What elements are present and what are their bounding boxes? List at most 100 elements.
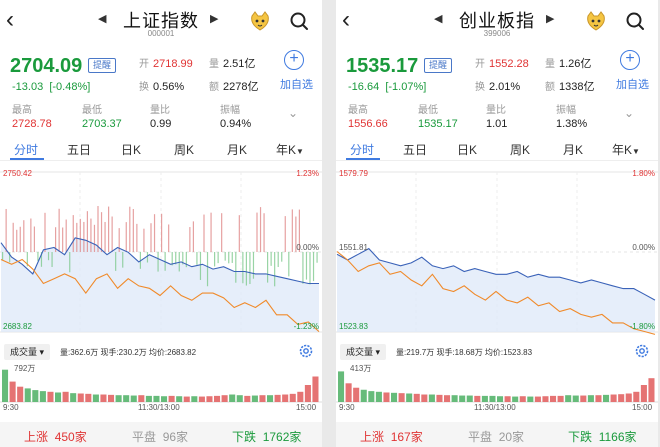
add-watchlist-label[interactable]: 加自选 [616, 79, 649, 91]
pet-icon[interactable] [248, 10, 272, 32]
remind-button[interactable]: 提醒 [424, 58, 453, 73]
volume-bar [338, 371, 345, 402]
average-line [336, 251, 656, 335]
tab-intraday[interactable]: 分时 [350, 143, 375, 157]
ratio-label: 量比 [486, 105, 506, 116]
volume-info: 量:219.7万 现手:18.68万 均价:1523.83 [396, 348, 533, 357]
volume-bar [39, 391, 46, 402]
volume-bar [198, 396, 205, 402]
tab-five-day[interactable]: 五日 [403, 143, 428, 157]
change-value: -16.64 [-1.07%] [348, 81, 427, 93]
tab-five-day[interactable]: 五日 [67, 143, 92, 157]
current-price: 2704.09 [10, 55, 83, 77]
volume-bar [17, 386, 24, 402]
volume-type-select[interactable]: 成交量 ▾ [4, 344, 51, 360]
active-tab-indicator [10, 158, 44, 160]
add-watchlist-icon[interactable]: + [284, 50, 304, 70]
stock-code: 000001 [147, 29, 175, 38]
tab-monthly-k[interactable]: 月K [227, 143, 248, 157]
volume-bar [312, 376, 319, 402]
low-label: 最低 [418, 105, 438, 116]
volume-bar [580, 395, 587, 402]
volume-bar [183, 396, 190, 402]
high-label: 最高 [348, 105, 368, 116]
volume-bar [459, 395, 466, 402]
volume-bar [62, 391, 69, 402]
tab-weekly-k[interactable]: 周K [510, 143, 531, 157]
time-end: 15:00 [296, 403, 317, 412]
volume-bar [398, 393, 405, 402]
prev-stock-icon[interactable]: ◀ [434, 13, 443, 25]
volume-bar [115, 395, 122, 402]
caret-down-icon: ▼ [632, 147, 640, 156]
header: ‹ ◀ 上证指数 000001 ▶ [0, 0, 322, 44]
intraday-chart[interactable]: 1579.79 1.80% 1551.81 0.00% 1523.83 -1.80% [336, 164, 658, 340]
tab-monthly-k[interactable]: 月K [563, 143, 584, 157]
volume-bar [550, 395, 557, 402]
volume-bar [368, 391, 375, 402]
low-value: 1535.17 [418, 118, 458, 130]
volume-toolbar: 成交量 ▾ 量:219.7万 现手:18.68万 均价:1523.83 [336, 340, 658, 362]
remind-button[interactable]: 提醒 [88, 58, 117, 73]
decliners: 下跌 1166家 [568, 430, 637, 444]
gear-icon[interactable] [298, 343, 314, 359]
market-breadth: 上涨 450家 平盘 96家 下跌 1762家 [0, 422, 322, 447]
volume-bar [648, 378, 655, 402]
tab-intraday[interactable]: 分时 [14, 143, 39, 157]
volume-bar [375, 391, 382, 402]
volume-bar [229, 394, 236, 402]
pct-mid-label: 0.00% [632, 243, 655, 252]
advancers: 上涨 450家 [24, 430, 87, 444]
next-stock-icon[interactable]: ▶ [546, 13, 555, 25]
add-watchlist-label[interactable]: 加自选 [280, 79, 313, 91]
open-item: 开 2718.99 [139, 58, 193, 70]
price-line [0, 237, 319, 285]
search-icon[interactable] [624, 10, 646, 32]
volume-max-label: 792万 [14, 364, 35, 373]
volume-bar [603, 394, 610, 402]
volume-bar [221, 395, 228, 402]
chevron-down-icon[interactable]: ⌄ [624, 106, 635, 120]
search-icon[interactable] [288, 10, 310, 32]
volume-bar [304, 385, 311, 402]
low-value: 2703.37 [82, 118, 122, 130]
unchanged: 平盘 96家 [132, 430, 189, 444]
advancers: 上涨 167家 [360, 430, 423, 444]
volume-bar [451, 395, 458, 402]
volume-bar [474, 395, 481, 402]
volume-type-select[interactable]: 成交量 ▾ [340, 344, 387, 360]
add-watchlist-icon[interactable]: + [620, 50, 640, 70]
volume-bar [130, 395, 137, 402]
volume-max-label: 413万 [350, 364, 371, 373]
flow-bars [2, 206, 318, 287]
volume-bar [497, 396, 504, 402]
volume-bar [123, 395, 130, 402]
volume-toolbar: 成交量 ▾ 量:362.6万 现手:230.2万 均价:2683.82 [0, 340, 322, 362]
next-stock-icon[interactable]: ▶ [210, 13, 219, 25]
high-value: 2728.78 [12, 118, 52, 130]
chevron-down-icon[interactable]: ⌄ [288, 106, 299, 120]
page-title: 上证指数 [123, 11, 199, 31]
y-top-label: 2750.42 [3, 169, 32, 178]
average-line [0, 258, 320, 333]
current-price: 1535.17 [346, 55, 419, 77]
pet-icon[interactable] [584, 10, 608, 32]
gear-icon[interactable] [634, 343, 650, 359]
volume-bar [32, 390, 39, 402]
volume-item: 量 1.26亿 [545, 58, 592, 70]
tab-yearly-k[interactable]: 年K▼ [612, 143, 640, 157]
price-line [336, 247, 656, 301]
volume-bar [610, 394, 617, 402]
back-icon[interactable]: ‹ [6, 6, 14, 33]
tab-weekly-k[interactable]: 周K [174, 143, 195, 157]
amp-label: 振幅 [556, 105, 576, 116]
tab-daily-k[interactable]: 日K [457, 143, 478, 157]
tab-yearly-k[interactable]: 年K▼ [276, 143, 304, 157]
prev-stock-icon[interactable]: ◀ [98, 13, 107, 25]
intraday-chart[interactable]: 2750.42 1.23% 0.00% 2683.82 -1.23% [0, 164, 322, 340]
back-icon[interactable]: ‹ [342, 6, 350, 33]
caret-down-icon: ▼ [296, 147, 304, 156]
tab-daily-k[interactable]: 日K [121, 143, 142, 157]
chart-tabs: 分时 五日 日K 周K 月K 年K▼ [336, 135, 658, 161]
volume-bar [108, 394, 115, 402]
